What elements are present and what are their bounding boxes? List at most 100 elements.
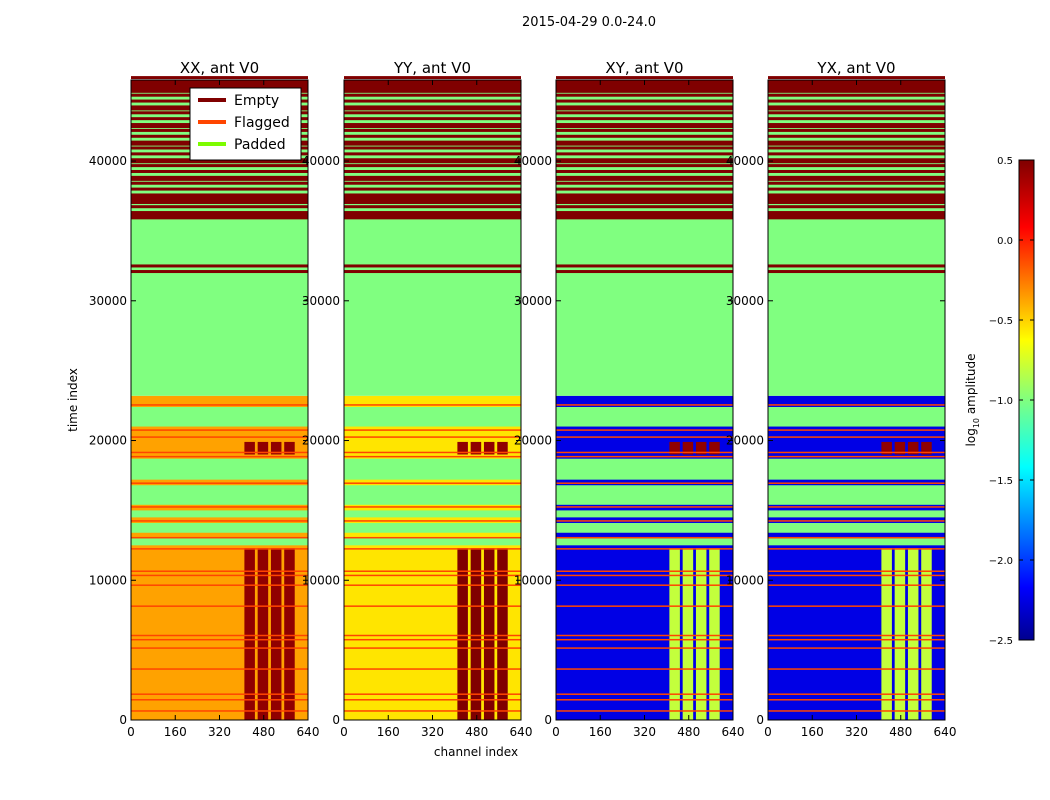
x-tick-label: 160 bbox=[164, 725, 187, 739]
x-tick-label: 320 bbox=[633, 725, 656, 739]
x-tick-label: 160 bbox=[377, 725, 400, 739]
colorbar-tick-label: −1.5 bbox=[989, 476, 1013, 487]
panel-title: XY, ant V0 bbox=[605, 59, 683, 77]
flagged-line bbox=[556, 574, 733, 577]
empty-stripe bbox=[768, 164, 945, 168]
empty-stripe bbox=[768, 175, 945, 181]
panel-3: YX, ant V0 0 160 320 480 640 0 10000 20000 30000 4… bbox=[726, 59, 957, 739]
empty-stripe bbox=[768, 205, 945, 209]
empty-stripe bbox=[344, 123, 521, 129]
channel-hotspot bbox=[244, 441, 255, 455]
empty-stripe bbox=[556, 140, 733, 146]
empty-stripe bbox=[768, 99, 945, 103]
flagged-line bbox=[768, 638, 945, 641]
channel-hotspot bbox=[270, 441, 282, 455]
colorbar-tick-label: 0.5 bbox=[997, 156, 1013, 167]
empty-stripe bbox=[556, 193, 733, 199]
flagged-line bbox=[344, 520, 521, 522]
flagged-line bbox=[556, 455, 733, 458]
colorbar-label-log: log bbox=[964, 428, 978, 446]
empty-stripe bbox=[556, 87, 733, 93]
x-tick-label: 0 bbox=[340, 725, 348, 739]
colorbar-label-subscript: 10 bbox=[972, 418, 981, 428]
flagged-line bbox=[131, 455, 308, 458]
flagged-line bbox=[131, 668, 308, 670]
flagged-line bbox=[556, 668, 733, 670]
empty-stripe bbox=[344, 87, 521, 93]
channel-band bbox=[244, 548, 255, 720]
flagged-line bbox=[344, 451, 521, 454]
channel-hotspot bbox=[921, 441, 932, 455]
flagged-line bbox=[131, 548, 308, 550]
y-tick-label: 10000 bbox=[302, 573, 340, 587]
padded-band bbox=[556, 406, 733, 427]
colorbar-tick-label: −0.5 bbox=[989, 316, 1013, 327]
flagged-line bbox=[556, 436, 733, 438]
flagged-line bbox=[768, 699, 945, 701]
padded-band bbox=[768, 538, 945, 546]
y-tick-label: 0 bbox=[544, 713, 552, 727]
flagged-line bbox=[344, 506, 521, 508]
flagged-line bbox=[344, 668, 521, 670]
empty-stripe bbox=[556, 99, 733, 103]
y-tick-label: 20000 bbox=[726, 434, 764, 448]
panel-title: YX, ant V0 bbox=[816, 59, 895, 77]
colorbar-tick-label: −2.5 bbox=[989, 636, 1013, 647]
x-tick-label: 480 bbox=[889, 725, 912, 739]
channel-band bbox=[709, 548, 720, 720]
y-tick-label: 30000 bbox=[726, 294, 764, 308]
y-tick-label: 0 bbox=[756, 713, 764, 727]
colorbar-label-suffix: amplitude bbox=[964, 354, 978, 418]
padded-band bbox=[556, 458, 733, 480]
empty-stripe bbox=[556, 158, 733, 164]
flagged-line bbox=[556, 548, 733, 550]
flagged-line bbox=[556, 634, 733, 637]
flagged-line bbox=[344, 536, 521, 539]
empty-stripe bbox=[344, 111, 521, 115]
empty-stripe bbox=[768, 134, 945, 138]
x-tick-label: 640 bbox=[722, 725, 745, 739]
flagged-line bbox=[556, 647, 733, 649]
channel-band bbox=[682, 548, 694, 720]
empty-stripe bbox=[131, 264, 308, 268]
empty-stripe bbox=[344, 193, 521, 199]
channel-hotspot bbox=[497, 441, 508, 455]
channel-hotspot bbox=[907, 441, 919, 455]
empty-stripe bbox=[768, 193, 945, 199]
panel-title: YY, ant V0 bbox=[393, 59, 471, 77]
empty-stripe bbox=[556, 169, 733, 173]
channel-band bbox=[457, 548, 468, 720]
empty-stripe bbox=[556, 181, 733, 185]
legend-label-flagged: Flagged bbox=[234, 115, 290, 131]
flagged-line bbox=[344, 693, 521, 695]
empty-stripe bbox=[344, 76, 521, 80]
empty-stripe bbox=[344, 158, 521, 164]
flagged-line bbox=[768, 455, 945, 458]
x-tick-label: 480 bbox=[252, 725, 275, 739]
flagged-line bbox=[344, 574, 521, 577]
empty-stripe bbox=[344, 270, 521, 274]
empty-stripe bbox=[556, 195, 733, 204]
legend-label-empty: Empty bbox=[234, 93, 279, 109]
padded-band bbox=[344, 538, 521, 546]
flagged-line bbox=[768, 693, 945, 695]
x-tick-label: 320 bbox=[208, 725, 231, 739]
flagged-line bbox=[768, 451, 945, 454]
flagged-line bbox=[768, 506, 945, 508]
empty-stripe bbox=[344, 181, 521, 185]
channel-hotspot bbox=[709, 441, 720, 455]
flagged-line bbox=[131, 482, 308, 484]
flagged-line bbox=[131, 570, 308, 572]
empty-stripe bbox=[556, 152, 733, 156]
empty-stripe bbox=[344, 187, 521, 191]
empty-stripe bbox=[768, 93, 945, 97]
empty-stripe bbox=[131, 181, 308, 185]
empty-stripe bbox=[131, 193, 308, 199]
empty-stripe bbox=[768, 123, 945, 129]
empty-stripe bbox=[556, 164, 733, 168]
empty-stripe bbox=[131, 175, 308, 181]
empty-stripe bbox=[768, 76, 945, 80]
y-tick-label: 40000 bbox=[302, 154, 340, 168]
flagged-line bbox=[131, 699, 308, 701]
colorbar-ticks: 0.5 0.0 −0.5 −1.0 −1.5 −2.0 −2.5 bbox=[989, 156, 1034, 647]
